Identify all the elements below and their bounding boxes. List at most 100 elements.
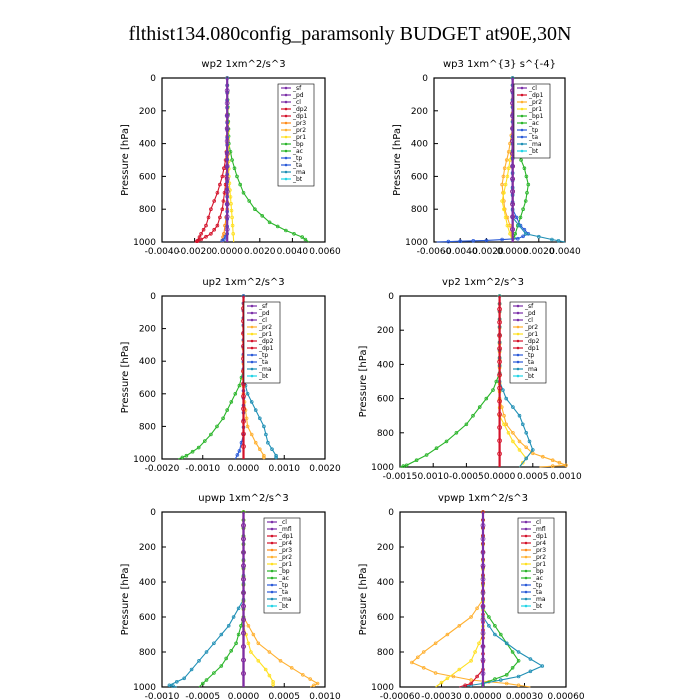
series-marker [480, 671, 486, 676]
y-tick-label: 400 [139, 140, 156, 150]
legend-label: _ta [524, 359, 534, 366]
panel-2: wp3 1xm^{3} s^{-4} Pressure [hPa] 0 200 400 6… [392, 59, 581, 257]
series-marker [540, 664, 545, 668]
x-tick-label: 0.0040 [549, 247, 581, 257]
y-tick-label: 200 [139, 107, 156, 117]
series-marker [220, 174, 225, 179]
series-marker [469, 681, 473, 686]
legend-label: _ac [278, 575, 289, 582]
series-marker [220, 207, 225, 212]
series-marker [235, 453, 240, 457]
series-marker [315, 681, 320, 686]
legend-label: _bp1 [528, 113, 544, 120]
legend-marker [270, 534, 274, 538]
series-marker [224, 88, 230, 93]
legend-label: _dp2 [292, 106, 308, 113]
series-marker [230, 215, 234, 220]
y-tick-label: 600 [139, 613, 156, 623]
legend-marker [250, 353, 254, 357]
y-axis-label: Pressure [hPa] [120, 342, 131, 414]
y-tick-label: 800 [139, 205, 156, 215]
legend-label: _bt [292, 176, 303, 183]
series-marker [564, 463, 568, 468]
series-marker [510, 201, 515, 207]
y-tick-label: 1000 [133, 455, 156, 465]
x-tick-label: -0.00030 [421, 692, 462, 700]
series-line-pr1 [435, 512, 484, 688]
legend-marker [524, 555, 528, 559]
series-marker [480, 590, 486, 596]
y-tick-label: 400 [139, 578, 156, 588]
legend-marker [516, 304, 520, 308]
series-marker [480, 644, 486, 649]
legend-marker [524, 527, 528, 531]
y-tick-label: 800 [139, 422, 156, 432]
legend-marker [284, 121, 288, 125]
series-marker [201, 227, 206, 232]
series-marker [528, 669, 533, 674]
series-marker [224, 656, 229, 661]
legend-marker [270, 590, 274, 594]
legend-label: _tp [292, 155, 302, 162]
legend-label: _bp [532, 568, 544, 575]
series-marker [253, 207, 257, 212]
series-marker [262, 424, 266, 429]
series-marker [501, 388, 505, 392]
series-marker [464, 422, 469, 427]
legend-label: _bt [528, 148, 539, 155]
series-line-dp1 [194, 78, 228, 243]
series-marker [421, 650, 426, 654]
series-marker [528, 657, 533, 661]
legend-label: _dp1 [292, 113, 308, 120]
legend-marker [516, 360, 520, 364]
series-marker [471, 239, 476, 243]
series-marker [209, 432, 213, 437]
x-tick-label: 0.0000 [228, 464, 260, 474]
x-tick-label: 0.00000 [464, 692, 501, 700]
series-marker [209, 207, 213, 212]
x-tick-label: -0.0010 [185, 464, 220, 474]
series-marker [503, 215, 508, 220]
x-tick-label: -0.0020 [469, 247, 504, 257]
panel-title: vpwp 1xm^2/s^3 [438, 493, 528, 504]
legend-label: _bt [524, 373, 535, 380]
series-marker [520, 460, 525, 465]
series-marker [244, 416, 249, 421]
legend-marker [250, 346, 254, 350]
series-marker [190, 449, 195, 454]
series-marker [224, 176, 230, 182]
series-marker [487, 615, 491, 619]
series-marker [241, 191, 246, 195]
legend-marker [270, 604, 274, 608]
legend-label: _cl [524, 317, 533, 324]
x-tick-label: 0.00060 [547, 692, 584, 700]
legend-marker [270, 576, 274, 580]
series-marker [256, 641, 261, 646]
legend-marker [524, 604, 528, 608]
panel-title: upwp 1xm^2/s^3 [198, 493, 288, 504]
legend-marker [524, 597, 528, 601]
y-tick-label: 1000 [405, 238, 428, 248]
legend-marker [516, 311, 520, 315]
series-marker [245, 424, 250, 429]
series-marker [229, 400, 234, 404]
legend-marker [520, 86, 524, 90]
legend-marker [250, 325, 254, 329]
legend-marker [270, 527, 274, 531]
series-marker [480, 603, 486, 609]
series-marker [260, 214, 265, 218]
series-marker [212, 671, 216, 675]
series-marker [209, 232, 213, 236]
series-marker [434, 446, 439, 451]
chart-panels: wp2 1xm^2/s^3 Pressure [hPa] 0 200 400 600 800… [120, 59, 585, 700]
legend-marker [516, 339, 520, 343]
series-marker [410, 660, 414, 665]
series-marker [530, 451, 535, 456]
legend-marker [284, 107, 288, 111]
series-marker [502, 191, 506, 195]
y-tick-label: 600 [377, 613, 394, 623]
series-marker [477, 641, 481, 646]
series-marker [480, 536, 486, 542]
series-marker [556, 239, 561, 243]
y-tick-label: 800 [377, 429, 394, 439]
